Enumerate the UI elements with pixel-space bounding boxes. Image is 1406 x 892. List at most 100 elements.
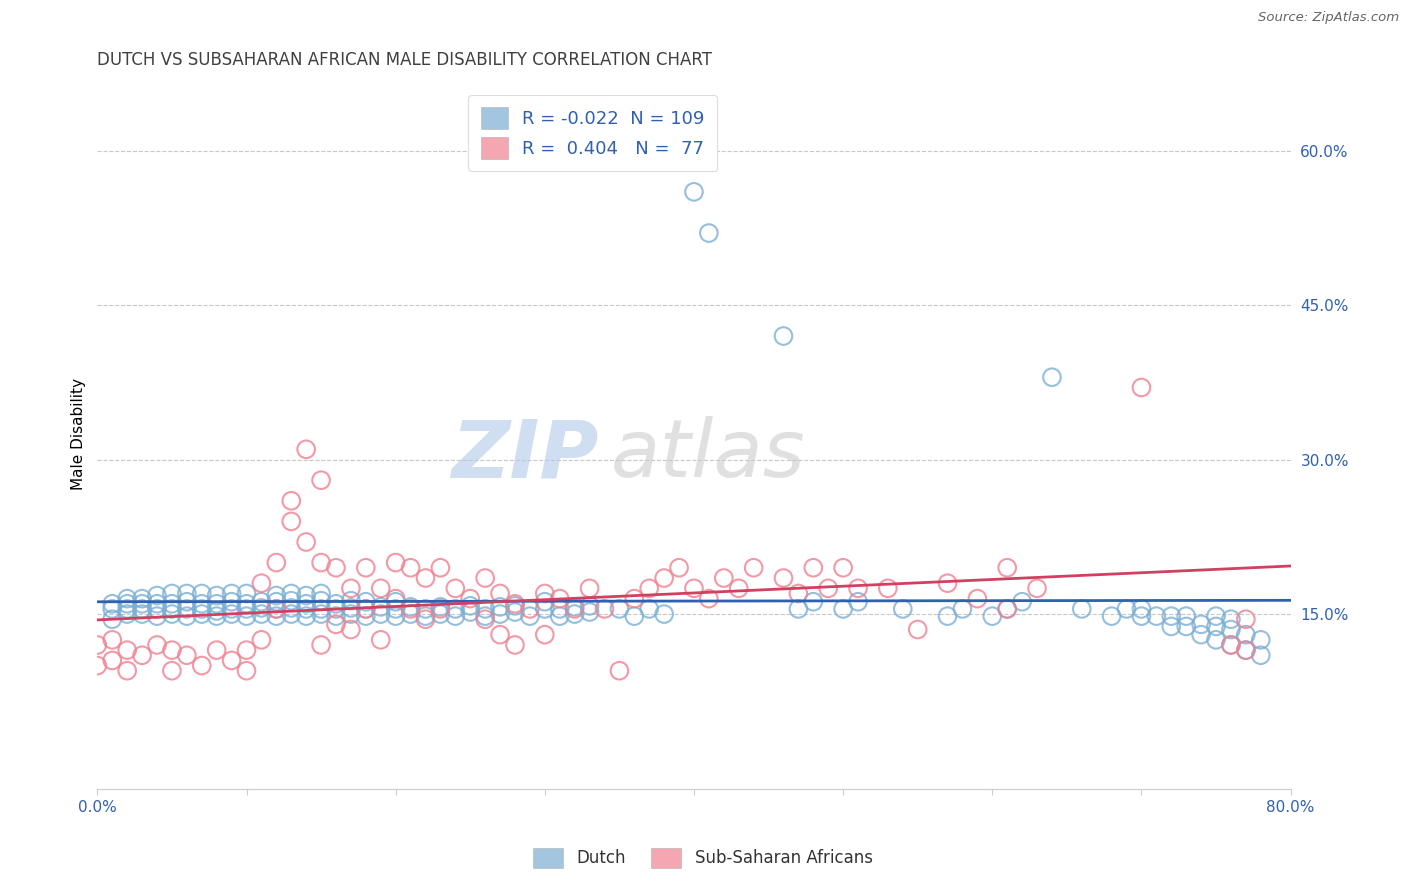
Legend: R = -0.022  N = 109, R =  0.404   N =  77: R = -0.022 N = 109, R = 0.404 N = 77 [468,95,717,171]
Point [995,602,1018,616]
Point [280,593,302,607]
Point [578,599,600,613]
Point [235,586,257,600]
Point [266,609,288,624]
Point [936,576,959,591]
Point [115,597,138,611]
Point [115,643,138,657]
Point [458,591,481,606]
Point [668,560,690,574]
Point [235,602,257,616]
Point [250,595,273,609]
Point [280,586,302,600]
Point [399,599,422,614]
Point [474,571,496,585]
Point [176,609,198,624]
Point [325,617,347,632]
Point [697,591,720,606]
Point [384,591,406,606]
Point [1234,612,1257,626]
Point [101,602,124,616]
Point [295,602,318,616]
Point [309,556,332,570]
Point [638,582,661,596]
Y-axis label: Male Disability: Male Disability [72,378,86,490]
Point [295,597,318,611]
Point [489,599,512,614]
Point [952,602,974,616]
Point [131,607,153,621]
Point [235,609,257,624]
Point [533,602,555,616]
Point [309,473,332,487]
Point [503,599,526,613]
Point [429,560,451,574]
Point [1205,632,1227,647]
Point [564,602,586,616]
Point [131,648,153,663]
Point [533,595,555,609]
Point [489,586,512,600]
Point [250,607,273,621]
Point [966,591,988,606]
Point [415,609,437,624]
Point [936,609,959,624]
Point [280,515,302,529]
Point [146,597,169,611]
Point [817,582,839,596]
Point [578,582,600,596]
Point [190,586,212,600]
Point [354,595,377,609]
Point [1144,609,1167,624]
Point [444,582,467,596]
Point [250,576,273,591]
Point [221,595,243,609]
Point [235,597,257,611]
Point [444,602,467,616]
Point [325,609,347,624]
Point [280,600,302,615]
Point [519,609,541,624]
Point [415,602,437,616]
Point [399,602,422,616]
Point [609,602,631,616]
Point [1130,602,1153,616]
Point [101,612,124,626]
Point [1070,602,1092,616]
Point [891,602,914,616]
Point [981,609,1004,624]
Point [146,589,169,603]
Text: ZIP: ZIP [451,417,599,494]
Point [623,591,645,606]
Point [1219,638,1241,652]
Point [533,628,555,642]
Point [101,632,124,647]
Point [876,582,898,596]
Point [205,609,228,624]
Text: Source: ZipAtlas.com: Source: ZipAtlas.com [1258,11,1399,24]
Point [638,602,661,616]
Point [160,607,183,621]
Point [533,586,555,600]
Point [489,628,512,642]
Point [1189,628,1212,642]
Point [190,658,212,673]
Point [160,643,183,657]
Point [1101,609,1123,624]
Point [250,600,273,615]
Point [146,602,169,616]
Point [370,599,392,614]
Point [205,604,228,618]
Point [697,226,720,240]
Point [131,591,153,606]
Point [309,607,332,621]
Point [146,638,169,652]
Point [474,612,496,626]
Point [384,609,406,624]
Point [772,571,794,585]
Point [384,556,406,570]
Point [176,648,198,663]
Point [266,595,288,609]
Point [1234,628,1257,642]
Point [1234,643,1257,657]
